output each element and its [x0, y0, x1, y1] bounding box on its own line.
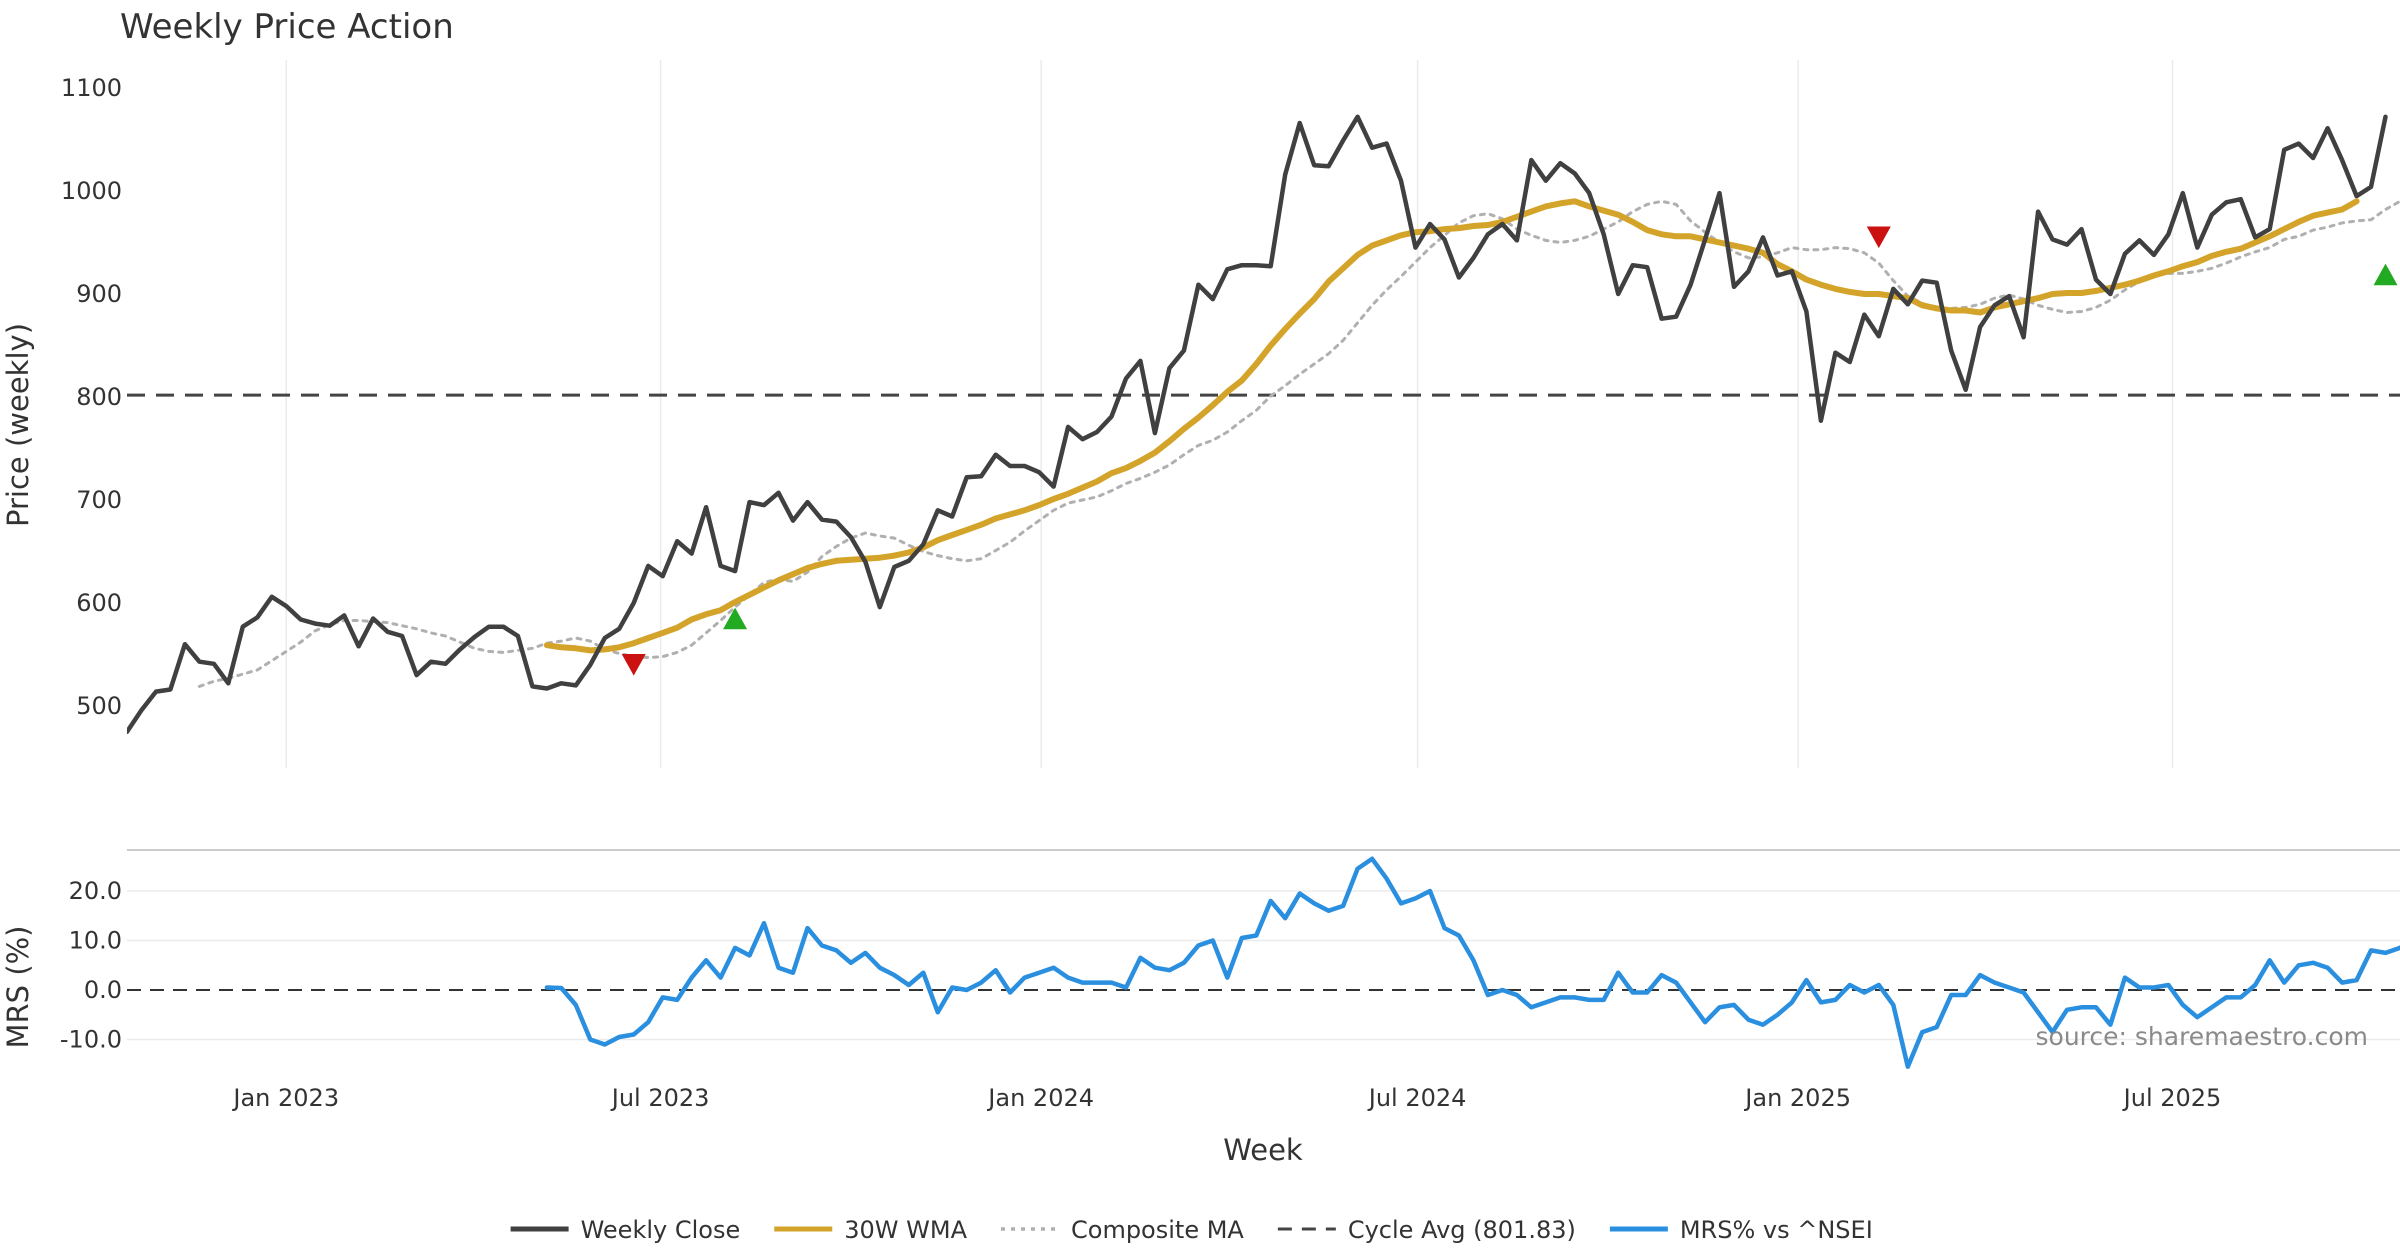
mrs-y-tick-label: 20.0	[69, 877, 122, 905]
buy-signal-marker	[2373, 263, 2398, 286]
price-series-group	[127, 114, 2400, 735]
sell-signal-marker	[621, 654, 646, 676]
legend-item: Composite MA	[1001, 1216, 1244, 1244]
signal-markers	[621, 226, 2398, 676]
weekly-close-line	[127, 114, 2388, 735]
price-y-axis-label: Price (weekly)	[1, 323, 35, 527]
price-y-tick-label: 800	[76, 383, 122, 411]
x-tick-label: Jul 2023	[610, 1084, 710, 1112]
wma-30w-line	[543, 198, 2360, 654]
legend-label: Weekly Close	[581, 1216, 741, 1244]
mrs-y-tick-label: 0.0	[84, 976, 122, 1004]
legend-item: MRS% vs ^NSEI	[1609, 1216, 1873, 1244]
mrs-line	[544, 856, 2400, 1069]
price-y-tick-label: 1100	[61, 74, 122, 102]
mrs-y-ticks: -10.0 0.0 10.0 20.0	[60, 877, 122, 1054]
legend: Weekly Close 30W WMA Composite MA Cycle Avg…	[510, 1216, 1873, 1244]
x-axis-ticks: Jan 2023 Jul 2023 Jan 2024 Jul 2024 Jan 2025…	[231, 1084, 2221, 1112]
legend-item: 30W WMA	[774, 1216, 968, 1244]
price-y-tick-label: 900	[76, 280, 122, 308]
x-tick-label: Jul 2024	[1367, 1084, 1467, 1112]
chart-title: Weekly Price Action	[120, 7, 454, 47]
x-tick-label: Jan 2025	[1743, 1084, 1851, 1112]
legend-label: Composite MA	[1071, 1216, 1244, 1244]
mrs-y-tick-label: -10.0	[60, 1026, 122, 1054]
x-axis-label: Week	[1223, 1133, 1303, 1167]
x-tick-label: Jan 2023	[231, 1084, 339, 1112]
legend-item: Cycle Avg (801.83)	[1277, 1216, 1576, 1244]
legend-label: 30W WMA	[844, 1216, 967, 1244]
sell-signal-marker	[1866, 226, 1891, 249]
price-y-tick-label: 500	[76, 692, 122, 720]
legend-label: Cycle Avg (801.83)	[1348, 1216, 1576, 1244]
price-y-tick-label: 700	[76, 486, 122, 514]
buy-signal-marker	[723, 607, 748, 630]
source-text: source: sharemaestro.com	[2036, 1022, 2369, 1051]
x-tick-label: Jan 2024	[986, 1084, 1094, 1112]
price-grid	[285, 60, 2174, 768]
legend-item: Weekly Close	[510, 1216, 741, 1244]
price-y-tick-label: 600	[76, 589, 122, 617]
mrs-y-axis-label: MRS (%)	[1, 926, 35, 1049]
x-tick-label: Jul 2025	[2122, 1084, 2222, 1112]
legend-label: MRS% vs ^NSEI	[1680, 1216, 1873, 1244]
composite-ma-line	[197, 199, 2400, 688]
price-y-ticks: 500 600 700 800 900 1000 1100	[61, 74, 122, 720]
price-y-tick-label: 1000	[61, 177, 122, 205]
mrs-series-group	[544, 856, 2400, 1069]
mrs-y-tick-label: 10.0	[69, 927, 122, 955]
